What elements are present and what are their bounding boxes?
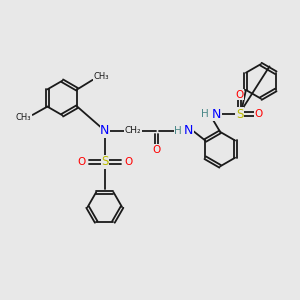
Text: O: O	[152, 145, 160, 155]
Text: S: S	[236, 107, 243, 121]
Text: O: O	[235, 90, 244, 100]
Text: CH₂: CH₂	[125, 126, 141, 135]
Text: S: S	[101, 155, 109, 168]
Text: O: O	[77, 157, 86, 167]
Text: CH₃: CH₃	[16, 113, 32, 122]
Text: O: O	[255, 109, 263, 119]
Text: CH₃: CH₃	[93, 72, 109, 81]
Text: H: H	[174, 126, 182, 136]
Text: N: N	[100, 124, 110, 137]
Text: N: N	[212, 107, 221, 121]
Text: N: N	[184, 124, 194, 137]
Text: O: O	[124, 157, 132, 167]
Text: H: H	[201, 109, 209, 119]
